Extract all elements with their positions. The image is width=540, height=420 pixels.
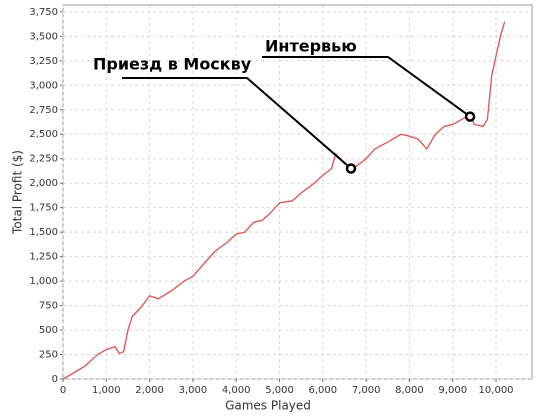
- y-tick-label: 1,000: [29, 276, 58, 287]
- x-tick-label: 1,000: [92, 385, 121, 396]
- y-tick-label: 1,500: [29, 227, 58, 238]
- plot-area: [62, 4, 533, 380]
- y-tick-label: 1,750: [29, 203, 58, 214]
- y-tick-label: 750: [39, 301, 58, 312]
- x-tick-label: 0: [60, 385, 66, 396]
- y-tick-label: 2,500: [29, 129, 58, 140]
- y-tick-label: 3,750: [29, 7, 58, 18]
- x-tick-label: 5,000: [265, 385, 294, 396]
- annotation-marker: [345, 163, 357, 174]
- x-axis-label: Games Played: [225, 399, 311, 413]
- x-tick-label: 3,000: [179, 385, 208, 396]
- y-tick-label: 250: [39, 350, 58, 361]
- x-tick-label: 7,000: [352, 385, 381, 396]
- y-tick-label: 3,250: [29, 56, 58, 67]
- leader-line: [122, 77, 352, 170]
- leader-line: [262, 56, 471, 118]
- y-tick-label: 2,750: [29, 105, 58, 116]
- x-tick-label: 2,000: [135, 385, 164, 396]
- y-tick-label: 2,000: [29, 178, 58, 189]
- y-tick-label: 500: [39, 325, 58, 336]
- y-tick-label: 2,250: [29, 154, 58, 165]
- x-tick-label: 10,000: [479, 385, 514, 396]
- y-tick-label: 3,000: [29, 80, 58, 91]
- x-tick-label: 6,000: [309, 385, 338, 396]
- x-tick-label: 4,000: [222, 385, 251, 396]
- y-tick-label: 1,250: [29, 252, 58, 263]
- annotation-text: Приезд в Москву: [93, 55, 252, 74]
- x-tick-label: 8,000: [395, 385, 424, 396]
- annotation-text: Интервью: [265, 37, 357, 56]
- annotation-marker: [464, 111, 476, 122]
- y-tick-label: 3,500: [29, 31, 58, 42]
- y-axis-label: Total Profit ($): [11, 150, 25, 235]
- x-tick-label: 9,000: [438, 385, 467, 396]
- data-line: [62, 21, 506, 380]
- y-tick-label: 0: [52, 374, 58, 385]
